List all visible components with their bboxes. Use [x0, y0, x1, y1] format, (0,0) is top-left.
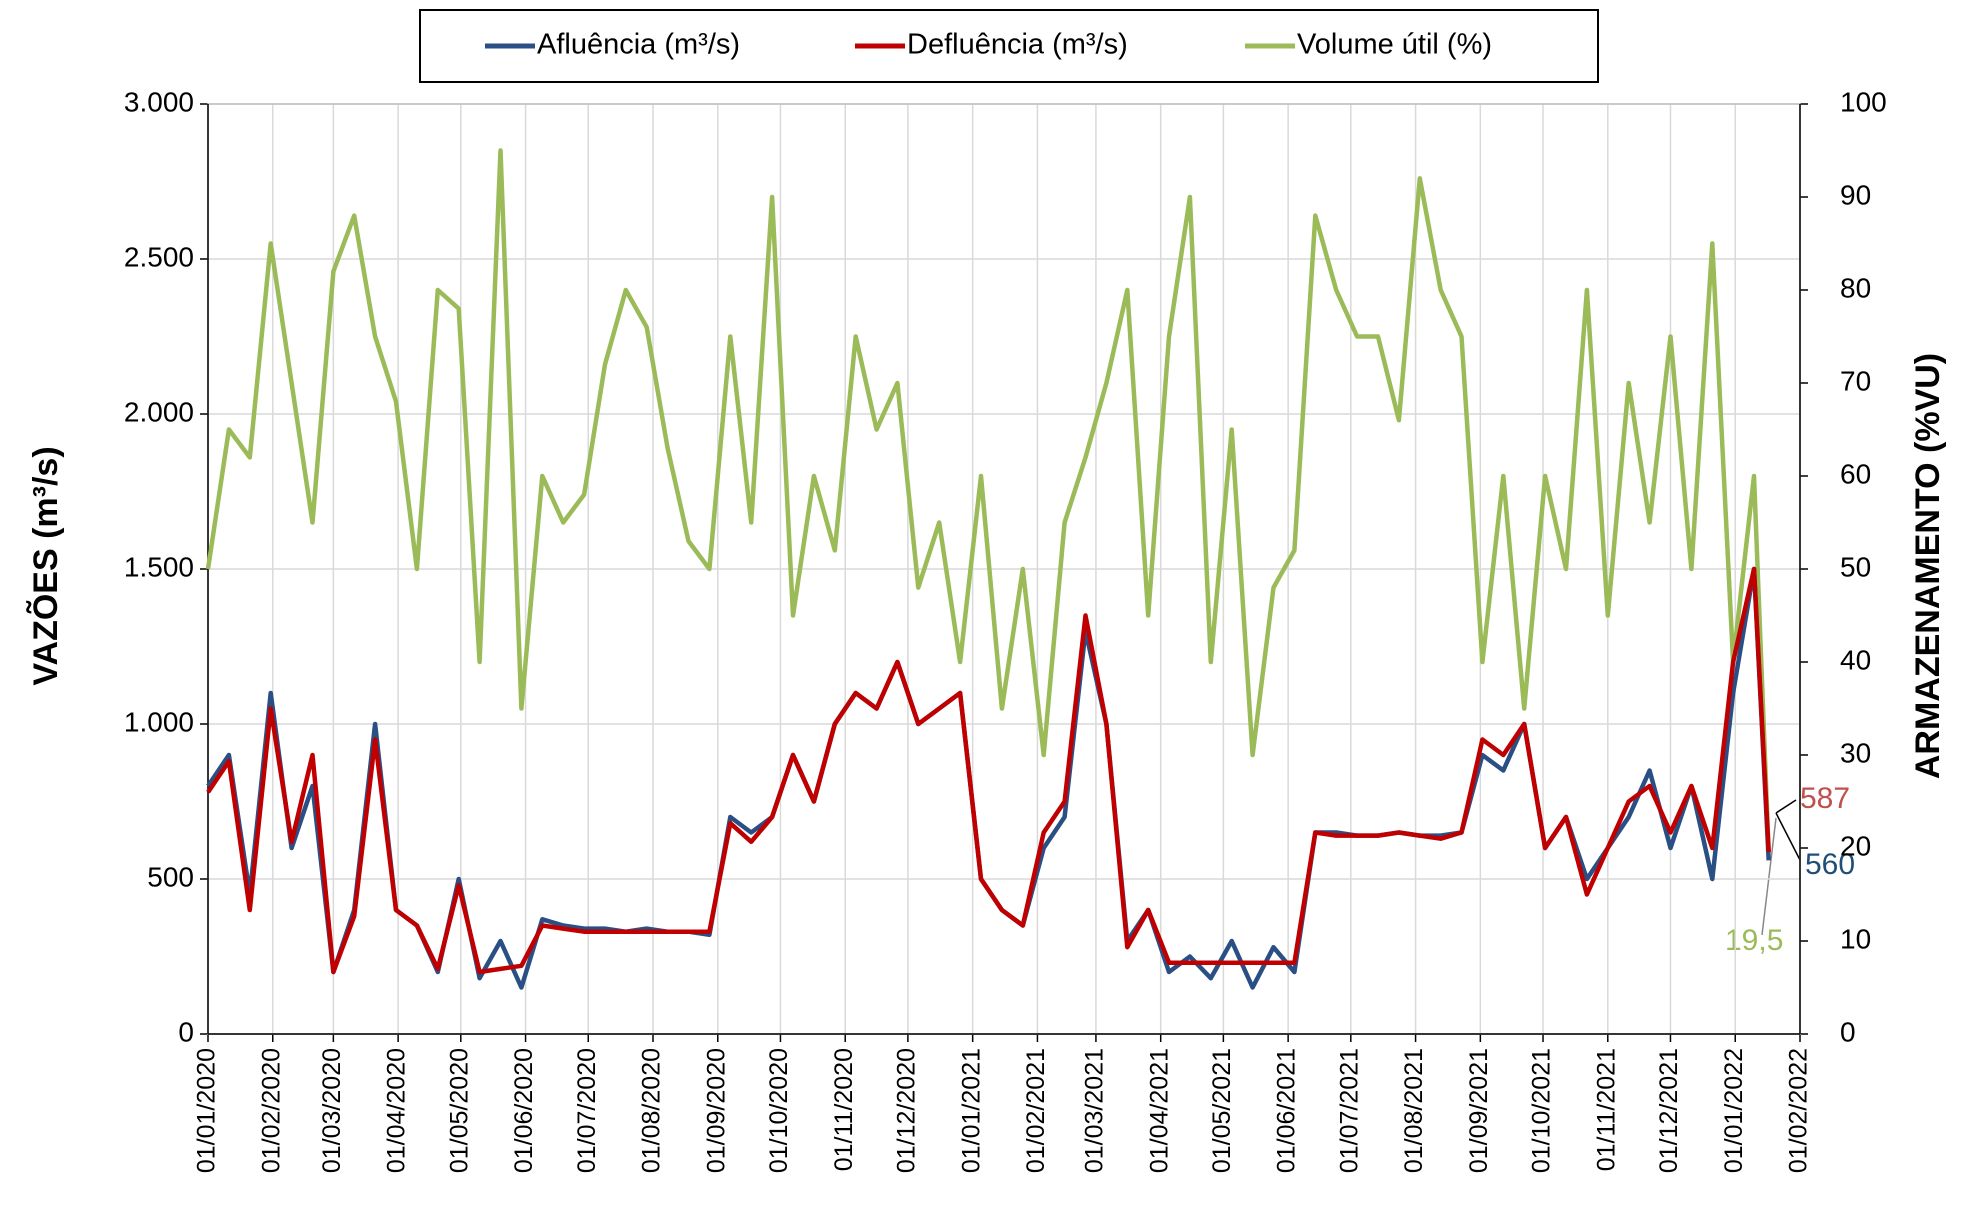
x-tick-label: 01/06/2020 [510, 1048, 538, 1173]
x-tick-label: 01/07/2020 [573, 1048, 601, 1173]
y-tick-label: 500 [147, 861, 194, 892]
y2-tick-label: 20 [1840, 830, 1871, 861]
x-tick-label: 01/09/2020 [702, 1048, 730, 1173]
x-tick-label: 01/09/2021 [1465, 1048, 1493, 1173]
y2-tick-label: 80 [1840, 272, 1871, 303]
legend-label: Afluência (m³/s) [537, 29, 740, 61]
x-tick-label: 01/01/2020 [193, 1048, 221, 1173]
x-tick-label: 01/08/2021 [1400, 1048, 1428, 1173]
y2-tick-label: 30 [1840, 737, 1871, 768]
y-tick-label: 3.000 [124, 86, 194, 117]
x-tick-label: 01/04/2020 [383, 1048, 411, 1173]
series-line [206, 566, 1771, 975]
y2-tick-label: 50 [1840, 551, 1871, 582]
x-tick-label: 01/06/2021 [1273, 1048, 1301, 1173]
x-tick-label: 01/04/2021 [1145, 1048, 1173, 1173]
y2-tick-label: 40 [1840, 644, 1871, 675]
x-tick-label: 01/11/2020 [830, 1048, 858, 1171]
x-tick-label: 01/08/2020 [638, 1048, 666, 1173]
y2-tick-label: 90 [1840, 179, 1871, 210]
x-tick-label: 01/11/2021 [1592, 1048, 1620, 1171]
annotation: 560 [1805, 848, 1855, 881]
annotation: 587 [1800, 782, 1850, 815]
x-tick-label: 01/12/2020 [893, 1048, 921, 1173]
y2-axis-title: ARMAZENAMENTO (%VU) [1909, 353, 1947, 779]
x-tick-label: 01/01/2021 [957, 1048, 985, 1173]
leader-line [1775, 799, 1797, 814]
leader-line [1775, 812, 1801, 861]
x-tick-label: 01/02/2021 [1022, 1048, 1050, 1173]
x-tick-label: 01/07/2021 [1335, 1048, 1363, 1173]
legend-label: Defluência (m³/s) [907, 29, 1128, 61]
legend-label: Volume útil (%) [1297, 29, 1492, 61]
y2-tick-label: 60 [1840, 458, 1871, 489]
x-tick-label: 01/02/2022 [1785, 1048, 1813, 1173]
y2-tick-label: 0 [1840, 1016, 1856, 1047]
x-tick-label: 01/05/2021 [1208, 1048, 1236, 1173]
y-axis-title: VAZÕES (m³/s) [27, 446, 65, 685]
x-tick-label: 01/10/2020 [765, 1048, 793, 1173]
y2-tick-label: 100 [1840, 86, 1887, 117]
y-tick-label: 0 [178, 1016, 194, 1047]
y-tick-label: 2.000 [124, 396, 194, 427]
x-tick-label: 01/12/2021 [1655, 1048, 1683, 1173]
annotation: 19,5 [1725, 924, 1783, 957]
series-line [205, 148, 1771, 853]
x-tick-label: 01/01/2022 [1720, 1048, 1748, 1173]
y-tick-label: 2.500 [124, 241, 194, 272]
y-tick-label: 1.000 [124, 706, 194, 737]
y2-tick-label: 70 [1840, 365, 1871, 396]
leader-line [1761, 817, 1777, 936]
y2-tick-label: 10 [1840, 923, 1871, 954]
legend-box [419, 9, 1599, 83]
x-tick-label: 01/02/2020 [257, 1048, 285, 1173]
x-tick-label: 01/03/2021 [1081, 1048, 1109, 1173]
y-tick-label: 1.500 [124, 551, 194, 582]
x-tick-label: 01/10/2021 [1528, 1048, 1556, 1173]
x-tick-label: 01/05/2020 [445, 1048, 473, 1173]
x-tick-label: 01/03/2020 [318, 1048, 346, 1173]
